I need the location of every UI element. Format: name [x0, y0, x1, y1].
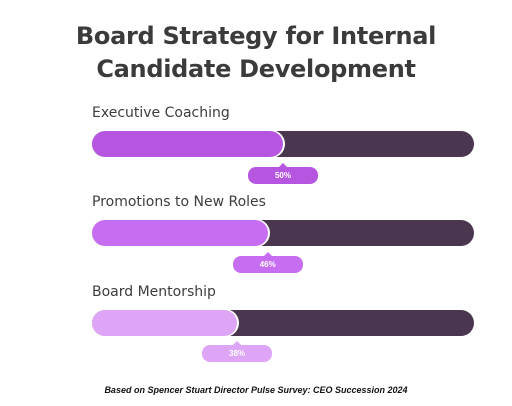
source-footnote: Based on Spencer Stuart Director Pulse S… — [104, 385, 408, 395]
bar-track-executive-coaching — [92, 131, 474, 157]
bar-track-promotions-to-new-roles — [92, 220, 474, 246]
category-label-executive-coaching: Executive Coaching — [92, 105, 230, 121]
chart-title-line-2: Candidate Development — [96, 55, 416, 83]
bar-track-board-mentorship — [92, 310, 474, 336]
bar-fill-board-mentorship — [92, 310, 238, 336]
category-label-board-mentorship: Board Mentorship — [92, 284, 216, 300]
category-label-promotions-to-new-roles: Promotions to New Roles — [92, 194, 266, 210]
value-badge-board-mentorship: 38% — [202, 341, 273, 362]
value-badge-executive-coaching: 50% — [248, 163, 318, 184]
value-badge-promotions-to-new-roles: 46% — [232, 252, 303, 273]
bar-fill-executive-coaching — [92, 131, 283, 157]
chart-title: Board Strategy for Internal Candidate De… — [0, 20, 512, 86]
chart-title-line-1: Board Strategy for Internal — [75, 22, 437, 50]
bar-fill-promotions-to-new-roles — [92, 220, 268, 246]
